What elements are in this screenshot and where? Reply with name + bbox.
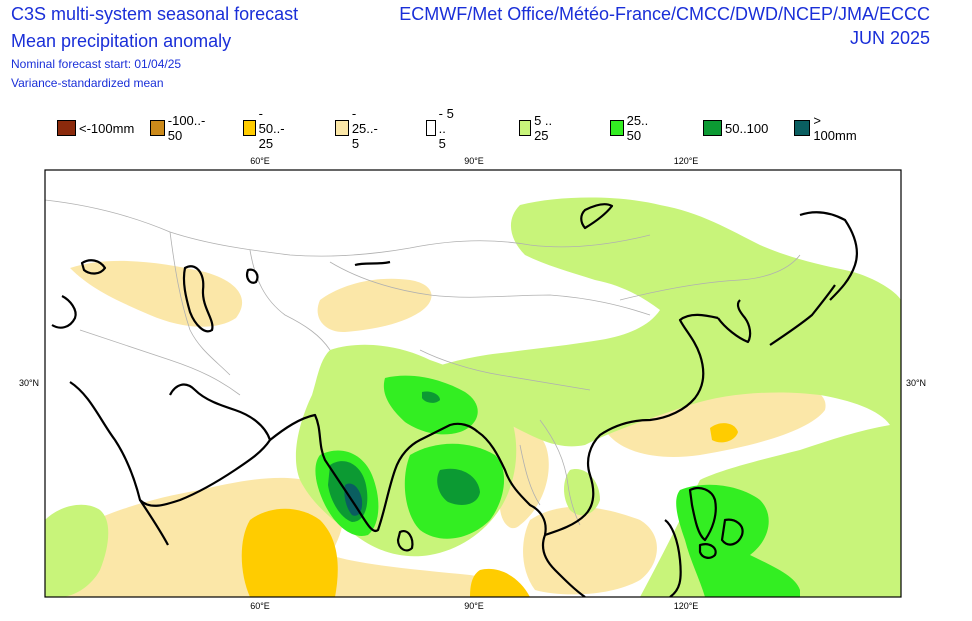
legend-item: 50..100 — [703, 119, 768, 137]
coastline — [477, 431, 586, 597]
legend-label: <-100mm — [79, 120, 135, 136]
dry-region-strong — [710, 423, 738, 443]
coastline — [544, 313, 719, 537]
lon-tick-label: 90°E — [464, 601, 484, 611]
coastline — [354, 260, 391, 267]
wet-region-very-strong — [437, 468, 480, 505]
legend-label: 25.. 50 — [626, 113, 649, 143]
coastline — [80, 259, 107, 275]
legend-swatch — [150, 120, 165, 136]
legend-label: 5 .. 25 — [534, 113, 553, 143]
coastline — [139, 499, 169, 546]
legend-swatch — [794, 120, 811, 136]
legend-swatch — [426, 120, 436, 136]
border-line — [539, 419, 581, 526]
valid-month-label: JUN 2025 — [849, 28, 930, 48]
forecast-centres-label: ECMWF/Met Office/Météo-France/CMCC/DWD/N… — [399, 4, 930, 24]
wet-region — [425, 197, 901, 597]
wet-region-very-strong — [422, 391, 440, 403]
legend-item: - 5 .. 5 — [426, 106, 455, 151]
forecast-start-label: Nominal forecast start: 01/04/25 — [11, 57, 182, 71]
legend-label: 50..100 — [725, 120, 769, 136]
legend-item: -100..- 50 — [150, 113, 210, 143]
coastline — [799, 211, 859, 301]
coastline — [396, 530, 414, 552]
legend-label: -100..- 50 — [167, 113, 206, 143]
legend-swatch — [610, 120, 624, 136]
legend-item: > 100mm — [794, 113, 859, 143]
wet-region — [538, 376, 590, 415]
legend-label: - 25..- 5 — [351, 105, 378, 151]
dry-region — [317, 278, 432, 333]
border-line — [45, 199, 651, 257]
lat-tick-label: 30°N — [19, 378, 39, 388]
border-line — [619, 254, 801, 301]
coastline — [698, 543, 717, 559]
legend-label: > 100mm — [813, 113, 857, 143]
legend-item: - 25..- 5 — [335, 106, 383, 151]
border-line — [329, 261, 651, 316]
legend-item: - 50..- 25 — [243, 106, 291, 151]
dry-region-strong — [470, 568, 530, 597]
legend-swatch — [335, 120, 349, 136]
map-subtitle: Mean precipitation anomaly — [11, 31, 232, 51]
legend-label: - 5 .. 5 — [438, 105, 454, 151]
legend-label: - 50..- 25 — [258, 105, 285, 151]
coastline — [269, 413, 479, 533]
coastline — [720, 518, 744, 546]
coastlines — [51, 203, 859, 597]
lon-tick-label: 120°E — [674, 601, 699, 611]
border-line — [519, 444, 541, 506]
dry-region-strong — [241, 508, 338, 597]
coastline — [688, 486, 717, 542]
wet-region-strong — [383, 375, 478, 435]
coastline — [769, 284, 836, 346]
legend-item: <-100mm — [57, 119, 134, 137]
border-line — [419, 349, 591, 391]
border-line — [79, 329, 241, 396]
coastline — [717, 299, 752, 344]
legend-swatch — [519, 120, 532, 136]
dry-region — [70, 260, 243, 327]
lat-tick-label: 30°N — [906, 378, 926, 388]
method-label: Variance-standardized mean — [11, 76, 164, 90]
coastline — [664, 519, 682, 597]
map-title: C3S multi-system seasonal forecast — [11, 4, 299, 24]
map-frame — [44, 169, 902, 598]
lon-tick-label: 90°E — [464, 156, 484, 166]
legend-swatch — [703, 120, 722, 136]
coastline — [51, 295, 77, 329]
lon-tick-label: 120°E — [674, 156, 699, 166]
coastline — [182, 265, 214, 333]
legend-swatch — [243, 120, 256, 136]
legend-item: 25.. 50 — [610, 113, 654, 143]
coastline — [246, 268, 259, 284]
wet-region — [45, 504, 109, 597]
legend-item: 5 .. 25 — [519, 113, 555, 143]
lon-tick-label: 60°E — [250, 601, 270, 611]
coastline — [580, 203, 614, 230]
anomaly-fields — [45, 170, 901, 597]
coastline — [69, 381, 272, 507]
anomaly-map: 60°E 90°E 120°E 60°E 90°E 120°E 30°N 30°… — [19, 156, 926, 611]
border-line — [169, 231, 231, 376]
legend-swatch — [57, 120, 76, 136]
lon-tick-label: 60°E — [250, 156, 270, 166]
